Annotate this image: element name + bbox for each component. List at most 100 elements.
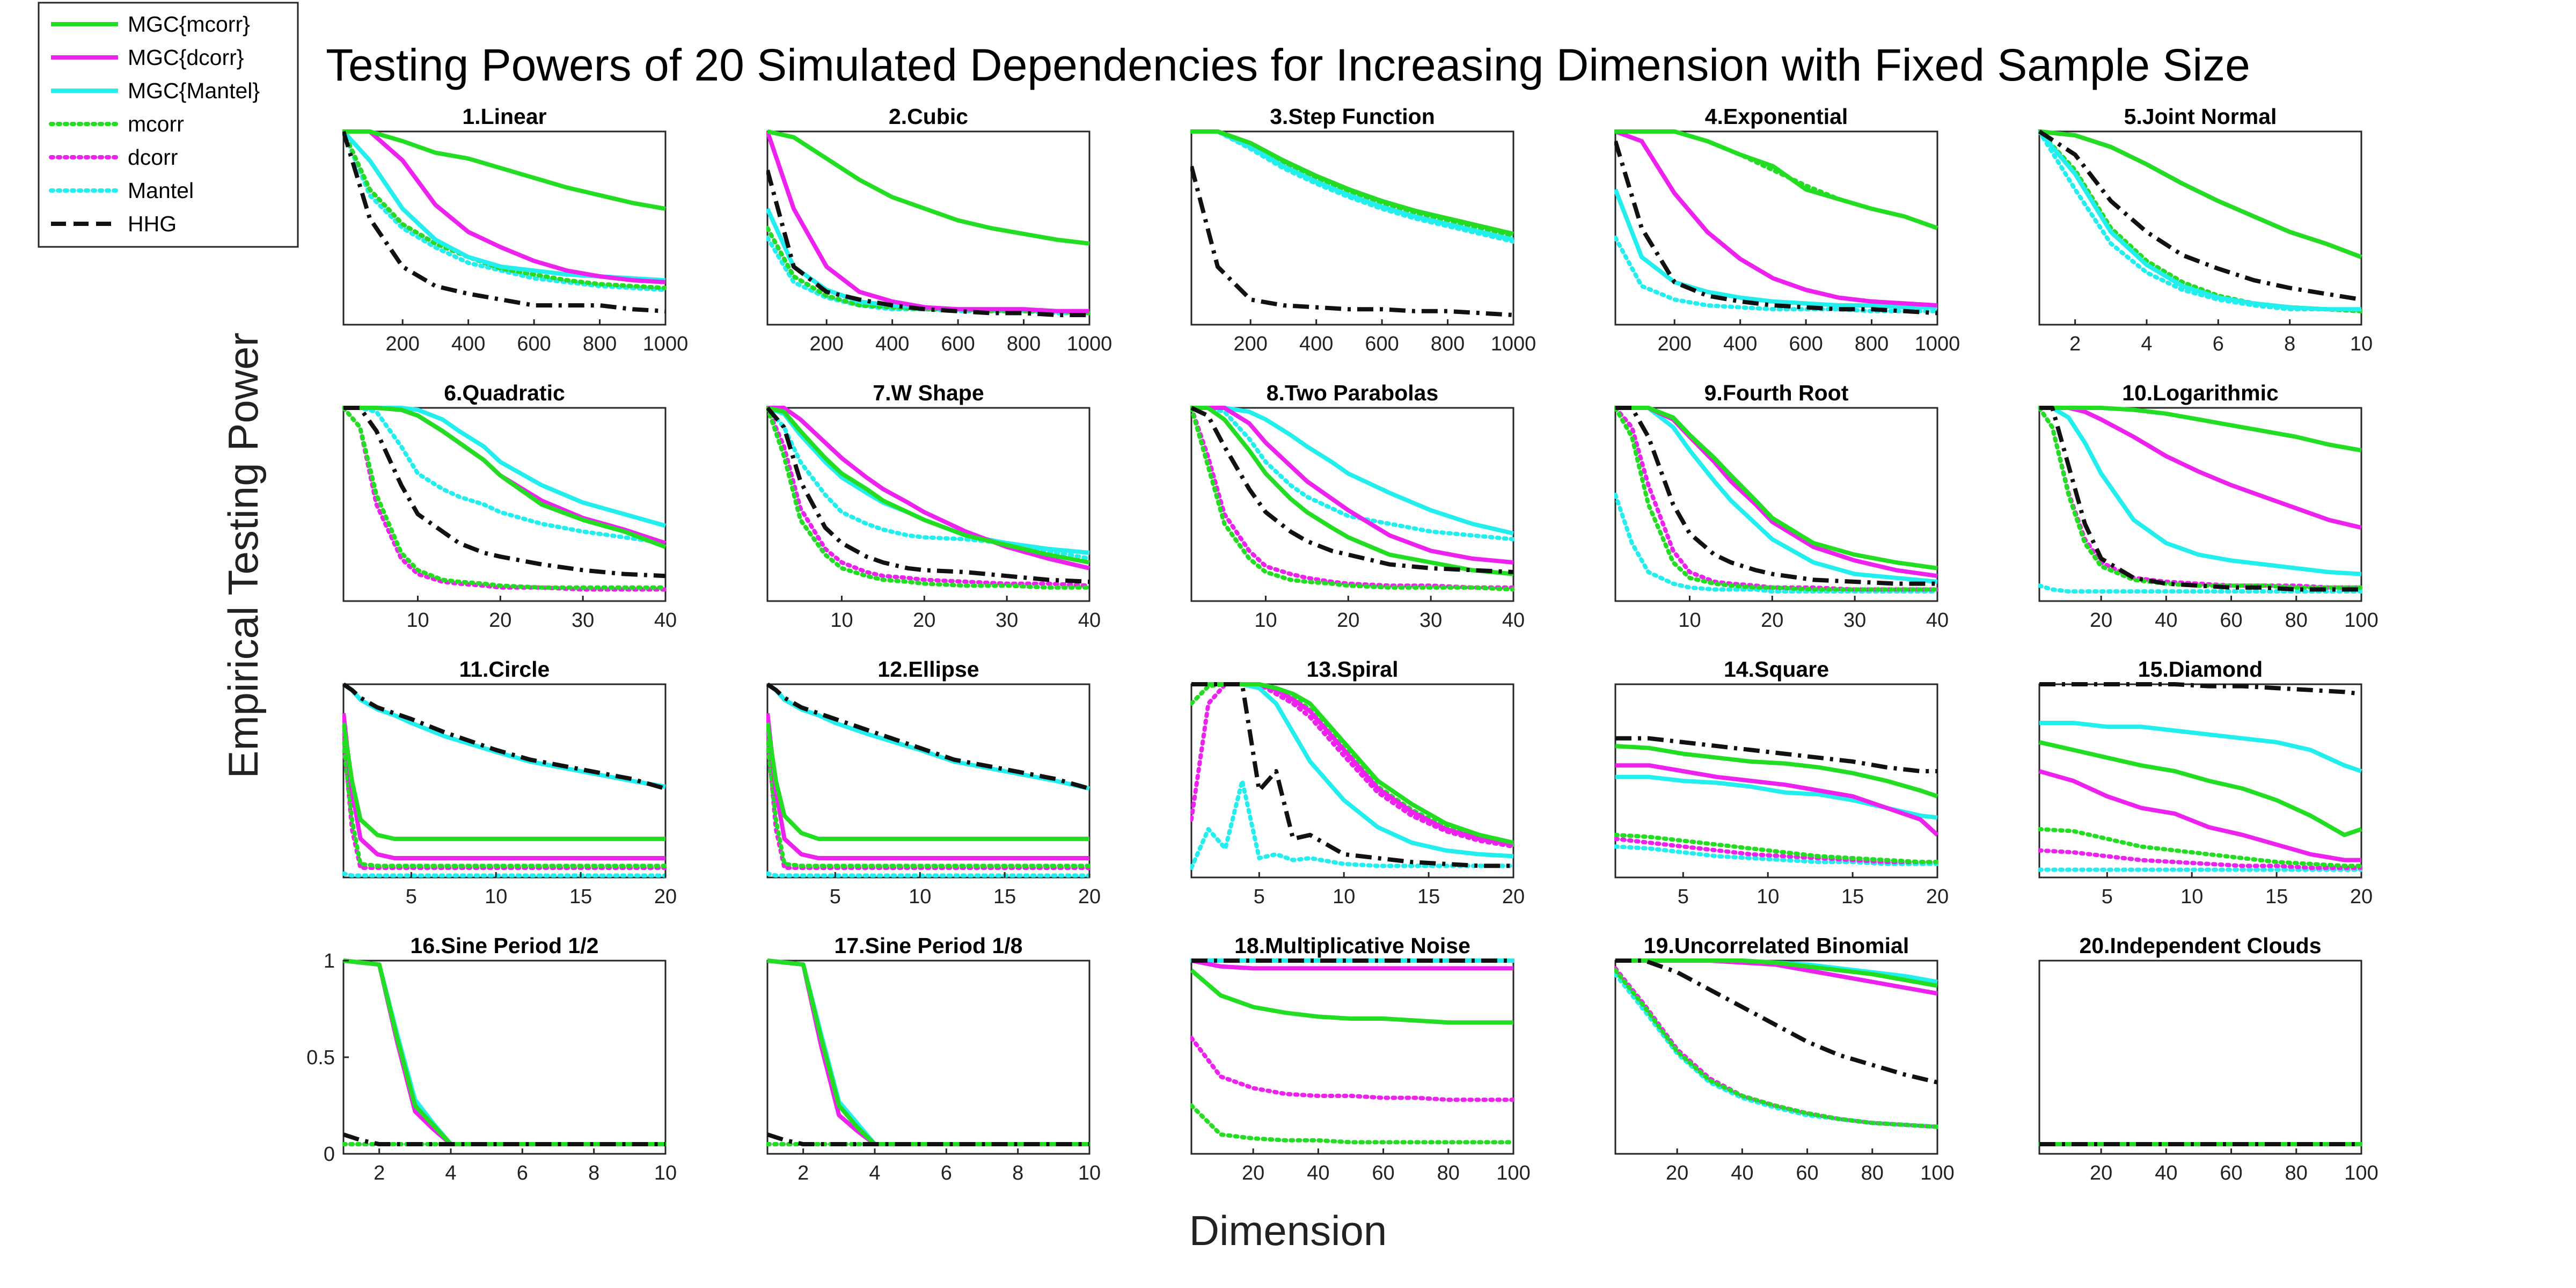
series-line-mgc-mcorr <box>1615 406 1938 570</box>
series-line-mcorr <box>1614 968 1938 1129</box>
series-group <box>342 129 667 313</box>
legend-label-mgc-dcorr: MGC{dcorr} <box>128 45 244 70</box>
x-tick-label: 15 <box>993 885 1016 908</box>
series-line-hhg <box>2039 406 2361 592</box>
x-tick-label: 60 <box>1796 1162 1818 1184</box>
x-tick-label: 20 <box>1078 885 1101 908</box>
series-line-mcorr <box>1614 832 1938 865</box>
x-tick-label: 8 <box>2284 333 2295 355</box>
plot-frame <box>1190 683 1514 879</box>
series-group <box>766 682 1091 878</box>
panel-title: 17.Sine Period 1/8 <box>835 933 1023 958</box>
panel-2-cubic: 2.Cubic 200 400 600 800 1000 <box>766 104 1113 355</box>
series-group <box>766 958 1091 1146</box>
series-line-mgc-dcorr <box>342 713 665 860</box>
x-tick-label: 30 <box>996 609 1018 632</box>
x-tick-label: 600 <box>1789 333 1823 355</box>
series-group <box>1190 406 1514 592</box>
series-line-dcorr <box>2038 406 2362 590</box>
plot-frame <box>1190 960 1514 1155</box>
plot-frame <box>342 960 667 1155</box>
x-tick-label: 800 <box>1855 333 1889 355</box>
series-line-mantel <box>1190 779 1514 870</box>
series-line-dcorr <box>1190 406 1514 590</box>
series-line-mgc-mantel <box>1191 129 1514 242</box>
series-group <box>1614 736 1938 866</box>
panel-13-spiral: 13.Spiral 5 10 15 20 <box>1190 657 1525 908</box>
x-tick-label: 20 <box>2090 1162 2112 1184</box>
series-line-hhg <box>2038 129 2362 302</box>
x-tick-label: 15 <box>1417 885 1440 908</box>
series-line-dcorr <box>766 226 1091 316</box>
x-tick-label: 100 <box>2344 609 2378 632</box>
plot-frame <box>2038 130 2362 326</box>
legend: MGC{mcorr} MGC{dcorr} MGC{Mantel} mcorr dcor… <box>38 2 299 248</box>
x-tick-label: 10 <box>2180 885 2203 908</box>
panel-4-exponential: 4.Exponential 200 400 600 800 1000 <box>1614 104 1960 355</box>
panel-title: 9.Fourth Root <box>1704 380 1849 405</box>
x-tick-label: 1000 <box>1067 333 1113 355</box>
x-axis-label: Dimension <box>1189 1207 1387 1254</box>
panel-16-sine-period-1-2: 16.Sine Period 1/2 2 4 6 8 10 0 0.5 1 <box>306 933 677 1184</box>
series-group <box>766 129 1091 317</box>
x-tick-label: 6 <box>517 1162 528 1184</box>
panel-title: 11.Circle <box>459 657 550 682</box>
x-tick-label: 20 <box>1242 1162 1264 1184</box>
series-line-mcorr <box>766 226 1091 316</box>
legend-label-hhg: HHG <box>128 211 177 236</box>
x-tick-label: 15 <box>1841 885 1864 908</box>
x-tick-label: 800 <box>583 333 617 355</box>
series-line-mgc-mantel <box>1614 188 1937 310</box>
x-tick-label: 10 <box>1333 885 1355 908</box>
series-line-mantel <box>342 406 667 545</box>
panel-title: 15.Diamond <box>2138 657 2263 682</box>
series-group <box>1614 958 1938 1129</box>
panel-title: 1.Linear <box>462 104 546 129</box>
series-line-mgc-mcorr <box>1191 129 1514 236</box>
x-tick-label: 4 <box>2141 333 2152 355</box>
x-tick-label: 600 <box>517 333 551 355</box>
panel-11-circle: 11.Circle 5 10 15 20 <box>342 657 677 908</box>
series-line-mantel <box>342 871 667 878</box>
series-line-mgc-mantel <box>2038 130 2361 312</box>
series-line-hhg <box>1615 736 1937 773</box>
legend-label-mcorr: mcorr <box>128 112 184 136</box>
x-tick-label: 20 <box>1926 885 1949 908</box>
plot-frame <box>766 130 1091 326</box>
x-tick-label: 600 <box>941 333 975 355</box>
series-line-mgc-mcorr <box>342 722 665 841</box>
x-tick-label: 30 <box>1419 609 1442 632</box>
series-line-mgc-dcorr <box>1191 406 1514 565</box>
plot-frame <box>1614 407 1938 602</box>
panel-12-ellipse: 12.Ellipse 5 10 15 20 <box>766 657 1101 908</box>
series-line-hhg <box>342 682 667 791</box>
panel-title: 5.Joint Normal <box>2124 104 2277 129</box>
series-line-mgc-mcorr <box>1190 968 1513 1025</box>
series-line-mgc-mantel <box>2039 406 2362 576</box>
series-group <box>342 406 667 592</box>
panel-title: 19.Uncorrelated Binomial <box>1644 933 1909 958</box>
x-tick-label: 800 <box>1007 333 1041 355</box>
series-line-hhg <box>766 1132 1089 1146</box>
series-line-mantel <box>1190 406 1514 541</box>
panel-15-diamond: 15.Diamond 5 10 15 20 <box>2038 657 2373 908</box>
figure-title: Testing Powers of 20 Simulated Dependenc… <box>326 40 2250 90</box>
series-line-hhg <box>1191 682 1513 868</box>
series-line-hhg <box>342 1132 665 1146</box>
x-tick-label: 400 <box>1723 333 1757 355</box>
panel-title: 8.Two Parabolas <box>1267 380 1439 405</box>
series-line-mcorr <box>342 406 667 590</box>
series-line-hhg <box>2039 682 2362 696</box>
series-line-mcorr <box>342 740 667 868</box>
series-group <box>342 958 667 1146</box>
x-tick-label: 10 <box>1254 609 1277 632</box>
panel-14-square: 14.Square 5 10 15 20 <box>1614 657 1949 908</box>
x-tick-label: 60 <box>2220 1162 2242 1184</box>
x-tick-label: 20 <box>2090 609 2112 632</box>
x-tick-label: 20 <box>489 609 511 632</box>
y-tick-label: 0.5 <box>306 1046 335 1069</box>
series-line-mgc-mcorr <box>343 958 665 1146</box>
series-group <box>1190 129 1514 317</box>
series-line-mgc-mcorr <box>767 406 1090 565</box>
x-tick-label: 10 <box>406 609 429 632</box>
